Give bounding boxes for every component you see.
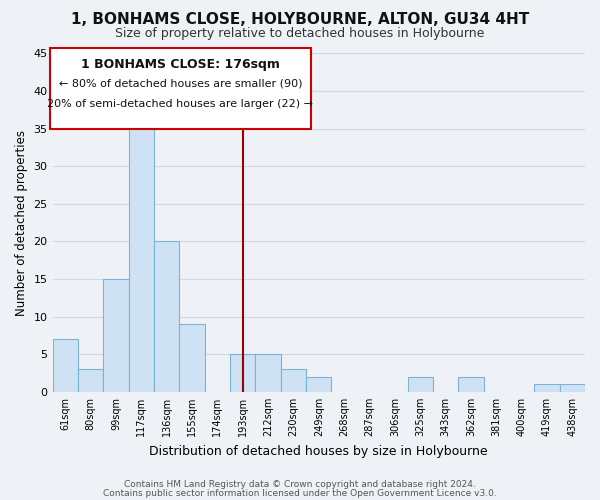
X-axis label: Distribution of detached houses by size in Holybourne: Distribution of detached houses by size …	[149, 444, 488, 458]
Bar	[179, 324, 205, 392]
Bar	[230, 354, 256, 392]
Bar	[458, 377, 484, 392]
Bar	[281, 370, 306, 392]
Bar	[306, 377, 331, 392]
Text: ← 80% of detached houses are smaller (90): ← 80% of detached houses are smaller (90…	[59, 78, 302, 88]
Bar	[560, 384, 585, 392]
Text: Contains public sector information licensed under the Open Government Licence v3: Contains public sector information licen…	[103, 488, 497, 498]
FancyBboxPatch shape	[50, 48, 311, 130]
Text: Size of property relative to detached houses in Holybourne: Size of property relative to detached ho…	[115, 28, 485, 40]
Text: Contains HM Land Registry data © Crown copyright and database right 2024.: Contains HM Land Registry data © Crown c…	[124, 480, 476, 489]
Bar	[154, 242, 179, 392]
Bar	[53, 340, 78, 392]
Bar	[78, 370, 103, 392]
Bar	[407, 377, 433, 392]
Text: 20% of semi-detached houses are larger (22) →: 20% of semi-detached houses are larger (…	[47, 99, 313, 109]
Bar	[256, 354, 281, 392]
Bar	[534, 384, 560, 392]
Text: 1 BONHAMS CLOSE: 176sqm: 1 BONHAMS CLOSE: 176sqm	[81, 58, 280, 71]
Text: 1, BONHAMS CLOSE, HOLYBOURNE, ALTON, GU34 4HT: 1, BONHAMS CLOSE, HOLYBOURNE, ALTON, GU3…	[71, 12, 529, 28]
Bar	[103, 279, 128, 392]
Bar	[128, 121, 154, 392]
Y-axis label: Number of detached properties: Number of detached properties	[15, 130, 28, 316]
